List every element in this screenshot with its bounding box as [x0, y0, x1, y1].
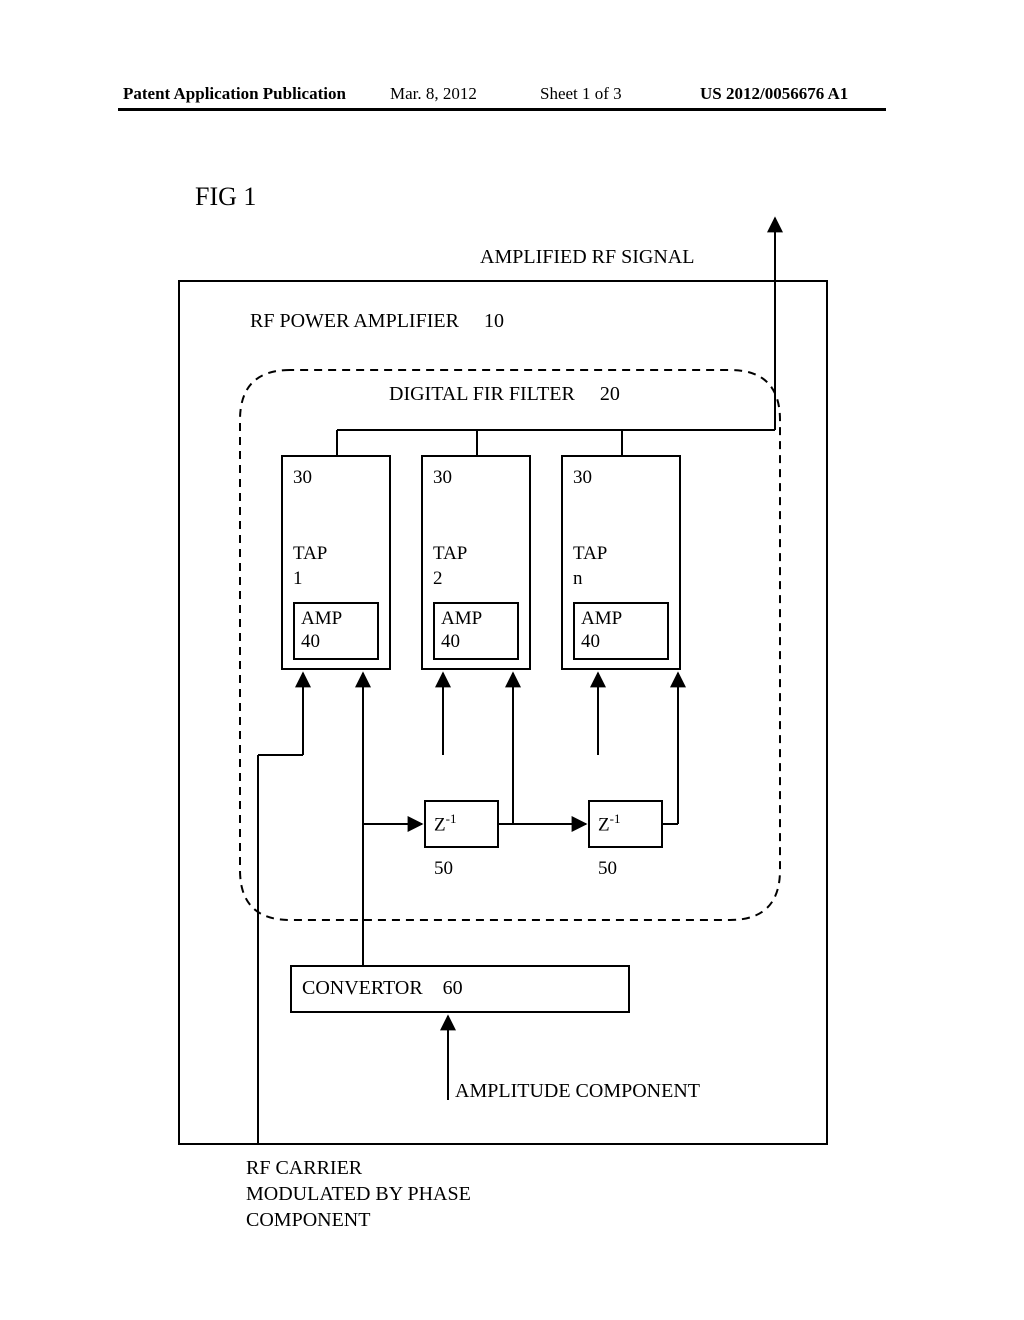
amp-2-box: AMP 40 — [433, 602, 519, 660]
convertor-box: CONVERTOR 60 — [290, 965, 630, 1013]
header-divider — [118, 108, 886, 111]
patent-page: Patent Application Publication Mar. 8, 2… — [0, 0, 1024, 1320]
rf-power-amplifier-ref: 10 — [484, 310, 504, 332]
rf-power-amplifier-box — [178, 280, 828, 1145]
amp-n-box: AMP 40 — [573, 602, 669, 660]
amplified-rf-signal-label: AMPLIFIED RF SIGNAL — [480, 246, 694, 269]
delay-2-ref: 50 — [598, 858, 617, 880]
convertor-label: CONVERTOR — [302, 977, 423, 999]
figure-label: FIG 1 — [195, 182, 256, 212]
convertor-ref: 60 — [443, 977, 463, 999]
header-publication: Patent Application Publication — [123, 84, 346, 104]
tap-1-label: TAP 1 — [293, 542, 327, 591]
tap-1-ref: 30 — [293, 467, 312, 489]
tap-1-box: 30 TAP 1 AMP 40 — [281, 455, 391, 670]
tap-2-box: 30 TAP 2 AMP 40 — [421, 455, 531, 670]
header-sheet: Sheet 1 of 3 — [540, 84, 622, 104]
rf-power-amplifier-title: RF POWER AMPLIFIER 10 — [250, 310, 504, 333]
rf-carrier-label: RF CARRIERMODULATED BY PHASECOMPONENT — [246, 1155, 471, 1233]
digital-fir-filter-ref: 20 — [600, 383, 620, 405]
delay-2-box: Z-1 — [588, 800, 663, 848]
amplitude-component-label: AMPLITUDE COMPONENT — [455, 1080, 700, 1103]
header-date: Mar. 8, 2012 — [390, 84, 477, 104]
rf-power-amplifier-text: RF POWER AMPLIFIER — [250, 310, 459, 332]
header-publication-number: US 2012/0056676 A1 — [700, 84, 848, 104]
delay-1-ref: 50 — [434, 858, 453, 880]
tap-2-label: TAP 2 — [433, 542, 467, 591]
digital-fir-filter-text: DIGITAL FIR FILTER — [389, 383, 575, 405]
tap-2-ref: 30 — [433, 467, 452, 489]
delay-1-box: Z-1 — [424, 800, 499, 848]
tap-n-box: 30 TAP n AMP 40 — [561, 455, 681, 670]
amp-1-box: AMP 40 — [293, 602, 379, 660]
tap-n-ref: 30 — [573, 467, 592, 489]
digital-fir-filter-title: DIGITAL FIR FILTER 20 — [389, 383, 620, 406]
tap-n-label: TAP n — [573, 542, 607, 591]
